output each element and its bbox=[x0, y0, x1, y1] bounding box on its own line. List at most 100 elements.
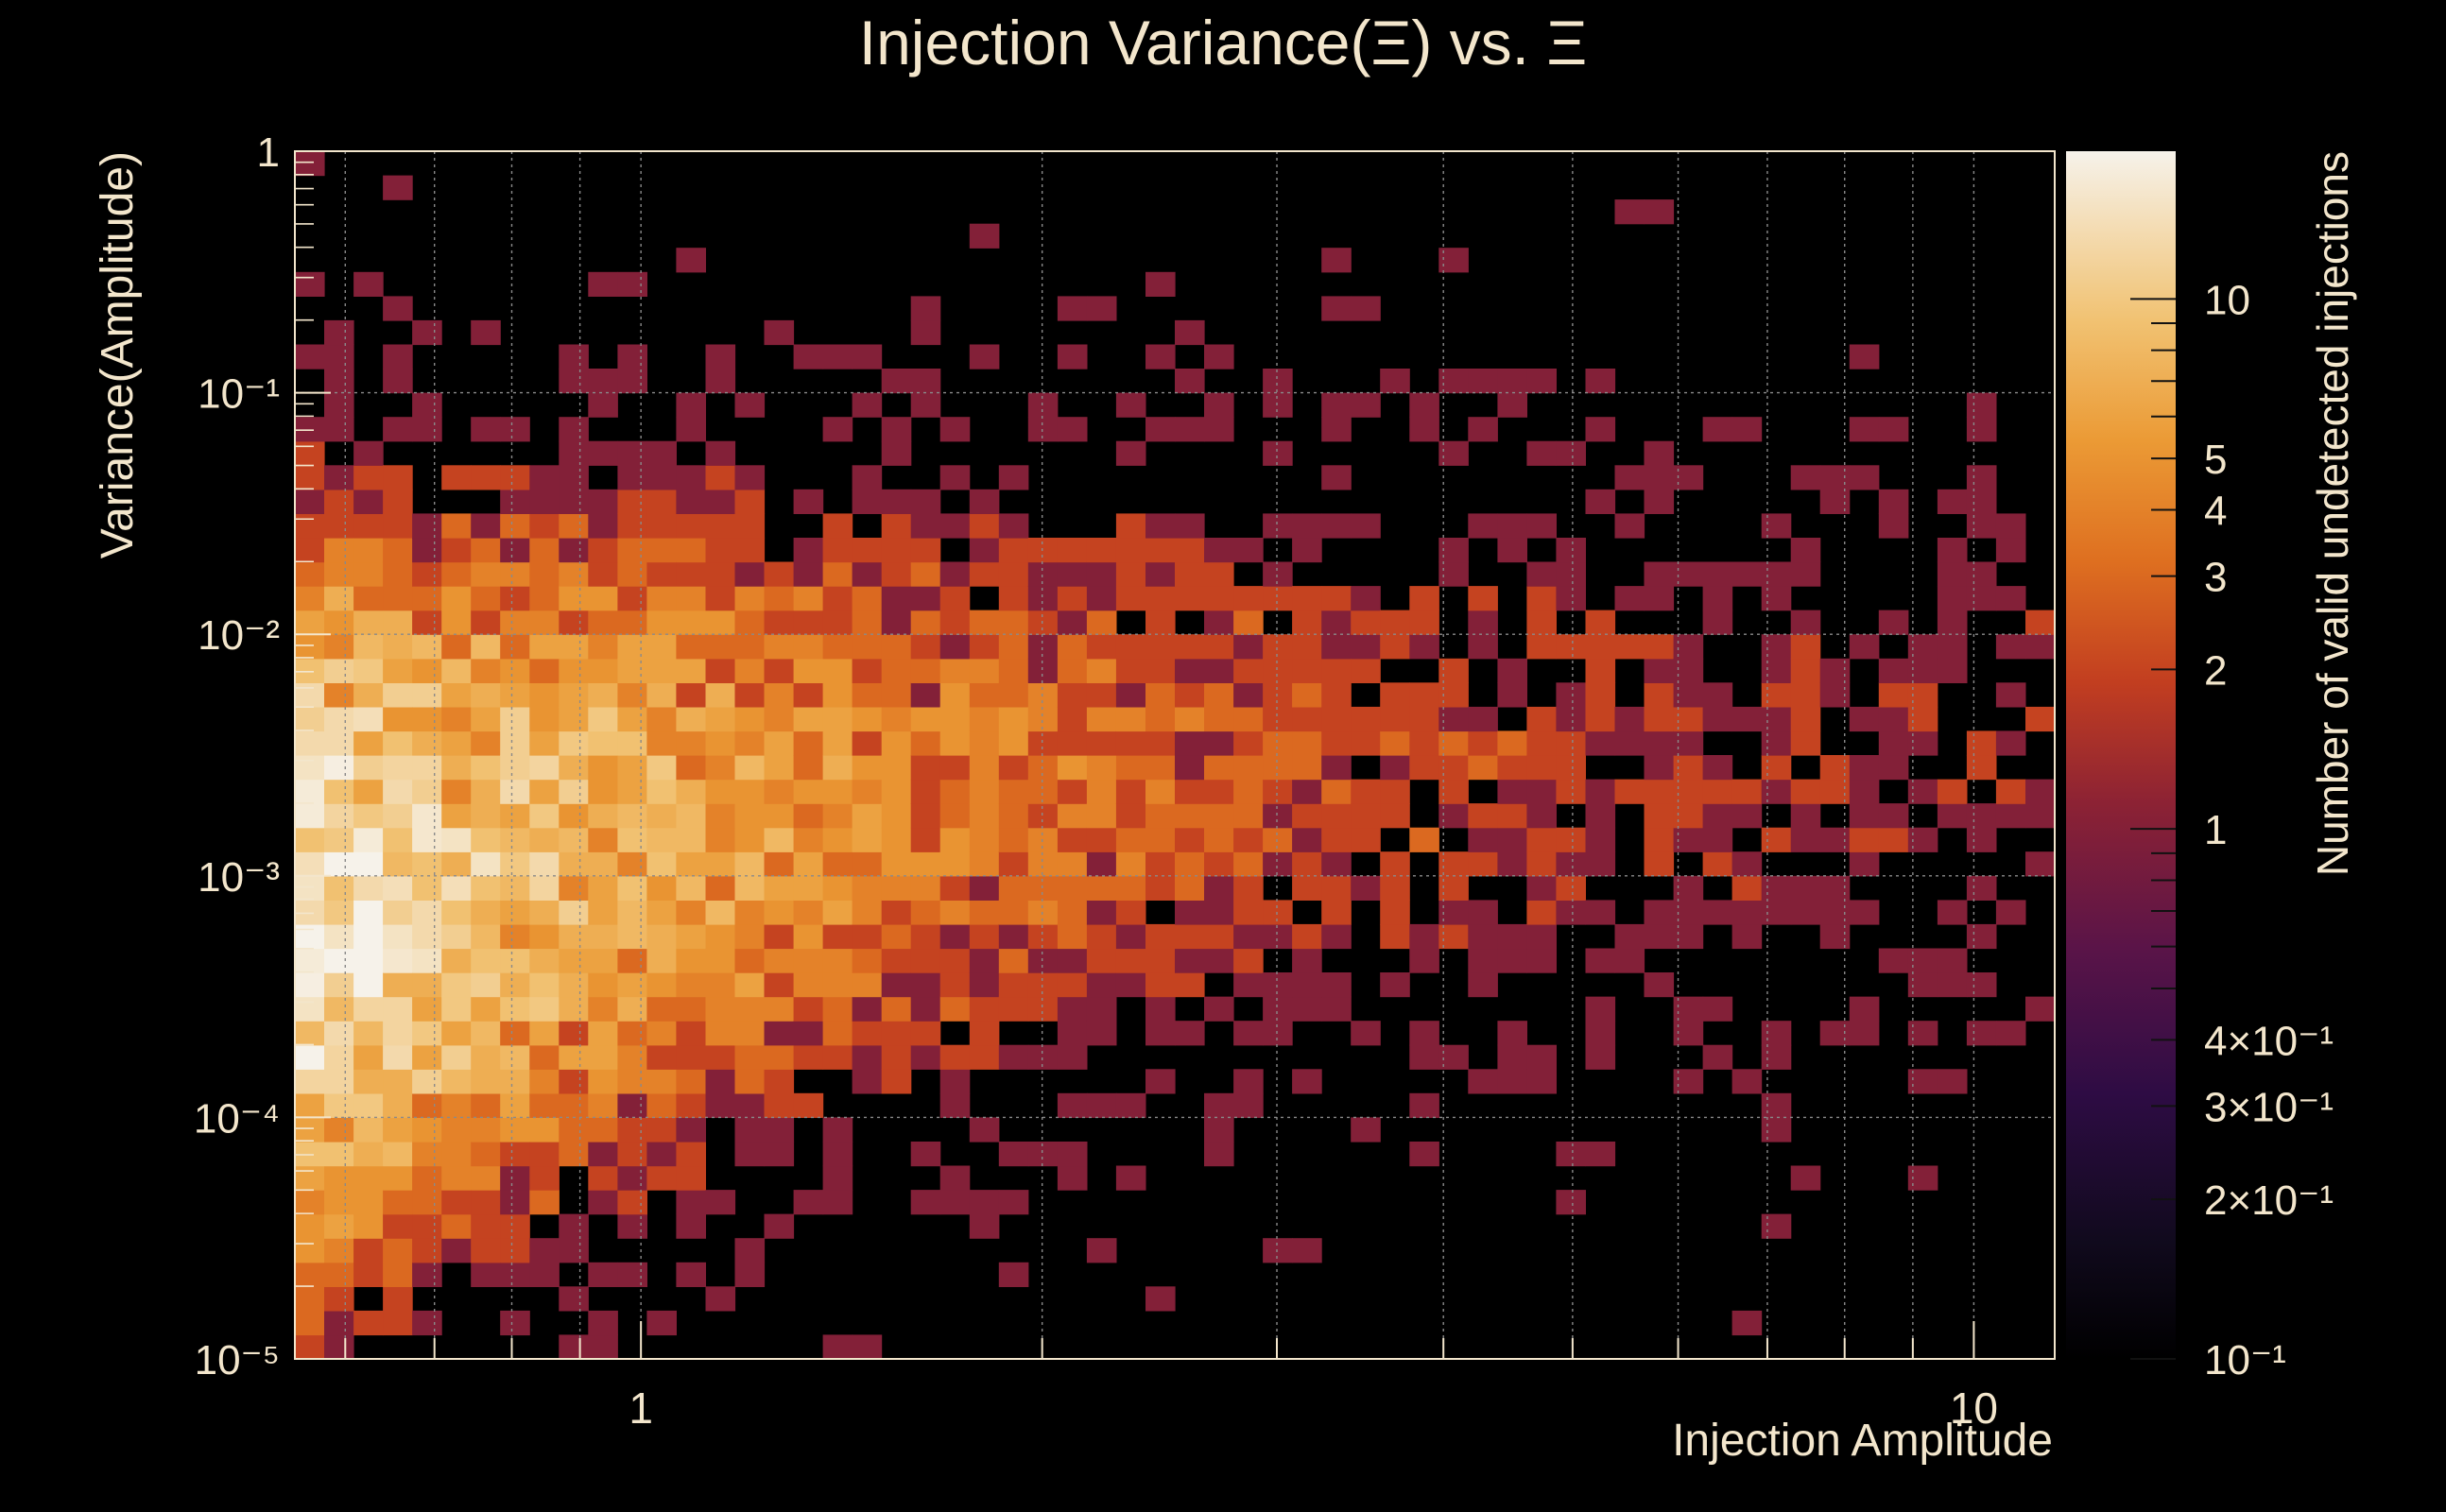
heatmap-cell bbox=[559, 706, 589, 732]
heatmap-cell bbox=[1292, 875, 1322, 901]
color-scale-tick-label: 1 bbox=[2204, 807, 2227, 853]
heatmap-cell bbox=[295, 634, 325, 660]
heatmap-cell bbox=[500, 561, 530, 587]
heatmap-cell bbox=[559, 682, 589, 708]
heatmap-cell bbox=[1497, 755, 1527, 781]
heatmap-cell bbox=[295, 706, 325, 732]
heatmap-cell bbox=[1849, 344, 1880, 369]
heatmap-cell bbox=[1849, 827, 1880, 852]
heatmap-cell bbox=[1204, 755, 1234, 781]
heatmap-cell bbox=[1702, 827, 1733, 852]
heatmap-cell bbox=[705, 344, 736, 369]
heatmap-cell bbox=[1175, 586, 1205, 611]
heatmap-cell bbox=[559, 369, 589, 394]
heatmap-cell bbox=[588, 1117, 618, 1143]
heatmap-cell bbox=[295, 561, 325, 587]
heatmap-cell bbox=[852, 851, 883, 877]
heatmap-cell bbox=[1115, 586, 1146, 611]
heatmap-cell bbox=[529, 1021, 560, 1046]
heatmap-cell bbox=[383, 344, 413, 369]
heatmap-cell bbox=[1497, 948, 1527, 973]
heatmap-cell bbox=[295, 996, 325, 1022]
heatmap-cell bbox=[1761, 1092, 1792, 1118]
heatmap-cell bbox=[1790, 465, 1821, 490]
heatmap-cell bbox=[1233, 827, 1264, 852]
heatmap-cell bbox=[1204, 417, 1234, 442]
heatmap-cell bbox=[1145, 513, 1176, 539]
heatmap-cell bbox=[881, 827, 912, 852]
heatmap-cell bbox=[383, 1044, 413, 1070]
heatmap-cell bbox=[1351, 634, 1381, 660]
heatmap-cell bbox=[1849, 1021, 1880, 1046]
heatmap-cell bbox=[910, 875, 941, 901]
heatmap-cell bbox=[764, 658, 795, 683]
heatmap-cell bbox=[617, 875, 647, 901]
heatmap-cell bbox=[353, 1238, 384, 1263]
heatmap-cell bbox=[852, 1069, 883, 1094]
heatmap-cell bbox=[793, 1044, 824, 1070]
heatmap-cell bbox=[734, 1142, 766, 1167]
heatmap-cell bbox=[617, 755, 647, 781]
heatmap-cell bbox=[1409, 730, 1439, 756]
heatmap-cell bbox=[646, 1044, 677, 1070]
heatmap-cell bbox=[939, 1092, 971, 1118]
heatmap-cell bbox=[1086, 779, 1117, 804]
heatmap-cell bbox=[822, 779, 853, 804]
heatmap-cell bbox=[1027, 417, 1059, 442]
heatmap-cell bbox=[852, 586, 883, 611]
heatmap-cell bbox=[1526, 586, 1557, 611]
heatmap-cell bbox=[1937, 586, 1968, 611]
heatmap-cell bbox=[1409, 923, 1439, 950]
heatmap-cell bbox=[676, 586, 706, 611]
heatmap-cell bbox=[412, 1044, 442, 1070]
heatmap-cell bbox=[617, 972, 647, 998]
heatmap-cell bbox=[588, 1190, 618, 1215]
heatmap-cell bbox=[1849, 706, 1880, 732]
heatmap-cell bbox=[324, 538, 354, 563]
heatmap-cell bbox=[412, 1117, 442, 1143]
heatmap-cell bbox=[910, 513, 941, 539]
heatmap-cell bbox=[441, 1021, 472, 1046]
heatmap-cell bbox=[324, 996, 354, 1022]
heatmap-cell bbox=[1468, 827, 1498, 852]
heatmap-cell bbox=[969, 561, 1000, 587]
heatmap-cell bbox=[1175, 319, 1205, 346]
heatmap-cell bbox=[471, 730, 501, 756]
color-scale-tick-label: 2×10⁻¹ bbox=[2204, 1177, 2334, 1224]
color-scale-tick-label: 2 bbox=[2204, 647, 2227, 694]
heatmap-cell bbox=[734, 658, 766, 683]
heatmap-cell bbox=[1644, 561, 1675, 587]
heatmap-cell bbox=[1526, 803, 1557, 829]
heatmap-cell bbox=[324, 417, 354, 442]
heatmap-cell bbox=[1409, 706, 1439, 732]
heatmap-cell bbox=[676, 513, 706, 539]
heatmap-cell bbox=[1556, 900, 1586, 925]
heatmap-cell bbox=[734, 900, 766, 925]
heatmap-cell bbox=[1468, 755, 1498, 781]
heatmap-cell bbox=[793, 900, 824, 925]
heatmap-cell bbox=[295, 489, 325, 514]
heatmap-cell bbox=[383, 682, 413, 708]
heatmap-cell bbox=[1409, 1021, 1439, 1046]
heatmap-cell bbox=[676, 1117, 706, 1143]
heatmap-cell bbox=[705, 1044, 736, 1070]
x-axis: 1 10 bbox=[344, 1321, 1998, 1433]
heatmap-cell bbox=[1292, 610, 1322, 635]
heatmap-cell bbox=[1556, 1142, 1586, 1167]
heatmap-cell bbox=[1409, 610, 1439, 635]
heatmap-cell bbox=[441, 827, 472, 852]
heatmap-cell bbox=[969, 851, 1000, 877]
heatmap-cell bbox=[822, 948, 853, 973]
heatmap-cell bbox=[383, 1142, 413, 1167]
heatmap-cell bbox=[1761, 586, 1792, 611]
heatmap-cell bbox=[295, 730, 325, 756]
heatmap-cell bbox=[705, 996, 736, 1022]
heatmap-cell bbox=[705, 538, 736, 563]
heatmap-cell bbox=[500, 706, 530, 732]
heatmap-cell bbox=[705, 875, 736, 901]
heatmap-cell bbox=[441, 851, 472, 877]
heatmap-cell bbox=[1819, 489, 1851, 514]
heatmap-cell bbox=[1937, 561, 1968, 587]
heatmap-cell bbox=[1526, 634, 1557, 660]
heatmap-cell bbox=[822, 803, 853, 829]
